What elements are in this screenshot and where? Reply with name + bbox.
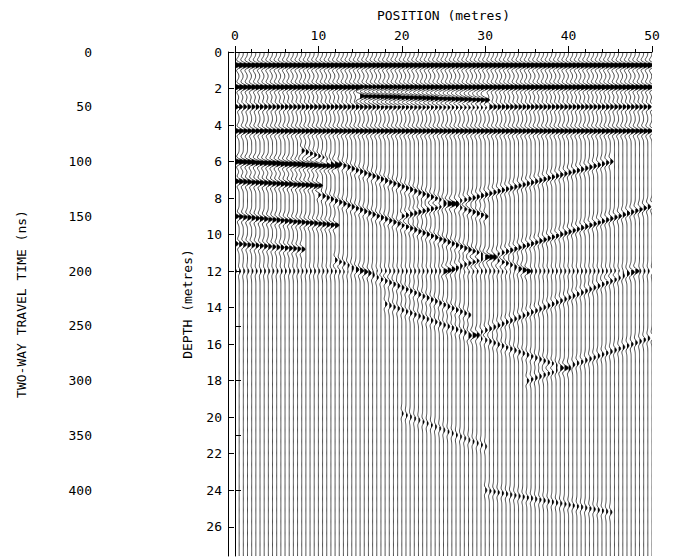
svg-text:8: 8 — [214, 191, 222, 206]
svg-text:4: 4 — [214, 118, 222, 133]
svg-text:50: 50 — [644, 28, 660, 43]
svg-text:20: 20 — [206, 410, 222, 425]
svg-text:22: 22 — [206, 446, 222, 461]
svg-text:DEPTH (metres): DEPTH (metres) — [180, 249, 195, 359]
svg-text:250: 250 — [69, 318, 92, 333]
svg-text:18: 18 — [206, 373, 222, 388]
svg-text:14: 14 — [206, 300, 222, 315]
svg-text:26: 26 — [206, 519, 222, 534]
svg-text:20: 20 — [394, 28, 410, 43]
svg-text:200: 200 — [69, 264, 92, 279]
svg-text:0: 0 — [214, 45, 222, 60]
svg-text:10: 10 — [206, 227, 222, 242]
svg-text:350: 350 — [69, 428, 92, 443]
svg-text:16: 16 — [206, 337, 222, 352]
svg-text:0: 0 — [231, 28, 239, 43]
svg-text:30: 30 — [477, 28, 493, 43]
svg-text:2: 2 — [214, 81, 222, 96]
svg-text:12: 12 — [206, 264, 222, 279]
svg-text:24: 24 — [206, 483, 222, 498]
svg-text:TWO-WAY TRAVEL TIME (ns): TWO-WAY TRAVEL TIME (ns) — [14, 210, 29, 398]
svg-text:0: 0 — [84, 45, 92, 60]
svg-text:150: 150 — [69, 209, 92, 224]
svg-text:6: 6 — [214, 154, 222, 169]
svg-text:300: 300 — [69, 373, 92, 388]
svg-text:POSITION (metres): POSITION (metres) — [377, 8, 510, 23]
svg-text:50: 50 — [76, 99, 92, 114]
svg-text:100: 100 — [69, 154, 92, 169]
svg-text:40: 40 — [561, 28, 577, 43]
svg-text:400: 400 — [69, 483, 92, 498]
svg-text:10: 10 — [311, 28, 327, 43]
